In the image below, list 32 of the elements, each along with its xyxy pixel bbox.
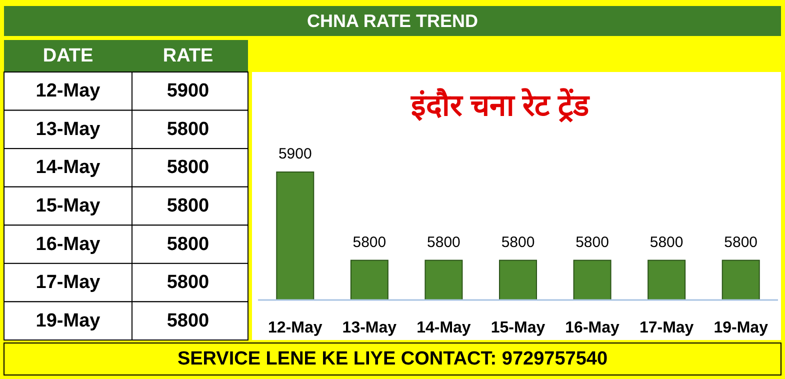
data-label: 5800 <box>166 310 210 332</box>
x-tick-label: 17-May <box>639 320 694 336</box>
data-label: 5800 <box>166 157 210 178</box>
text: RATE <box>162 46 214 66</box>
data-label: 5800 <box>427 234 460 251</box>
data-label: 5800 <box>501 234 535 251</box>
data-label: 5800 <box>650 234 684 251</box>
category-label: 16-May <box>36 234 101 255</box>
x-tick-label: 12-May <box>268 320 322 336</box>
chart-subtitle: CHNA RATE TREND <box>307 11 478 31</box>
data-label: 5800 <box>166 196 210 216</box>
category-label: 15-May <box>36 196 101 216</box>
data-label: 5800 <box>166 272 210 294</box>
x-tick-label: 14-May <box>416 320 471 336</box>
data-label: 5800 <box>724 234 758 251</box>
x-tick-label: 13-May <box>342 320 397 336</box>
x-tick-label: 19-May <box>714 320 768 336</box>
x-tick-label: 16-May <box>565 320 620 336</box>
chart-title: इंदौर चना रेट ट्रेंड <box>410 88 590 122</box>
text: DATE <box>42 46 94 66</box>
x-tick-label: 15-May <box>490 320 546 336</box>
data-label: 5800 <box>352 234 386 251</box>
data-label: 5800 <box>576 234 609 251</box>
category-label: 17-May <box>36 272 101 294</box>
data-label: 5900 <box>166 80 210 102</box>
category-label: 12-May <box>36 80 101 102</box>
text: SERVICE LENE KE LIYE CONTACT: 9729757540 <box>177 348 608 370</box>
category-label: 14-May <box>36 157 101 178</box>
data-label: 5800 <box>166 234 210 255</box>
category-label: 13-May <box>36 118 101 140</box>
data-label: 5800 <box>166 118 210 140</box>
data-label: 5900 <box>278 146 312 162</box>
